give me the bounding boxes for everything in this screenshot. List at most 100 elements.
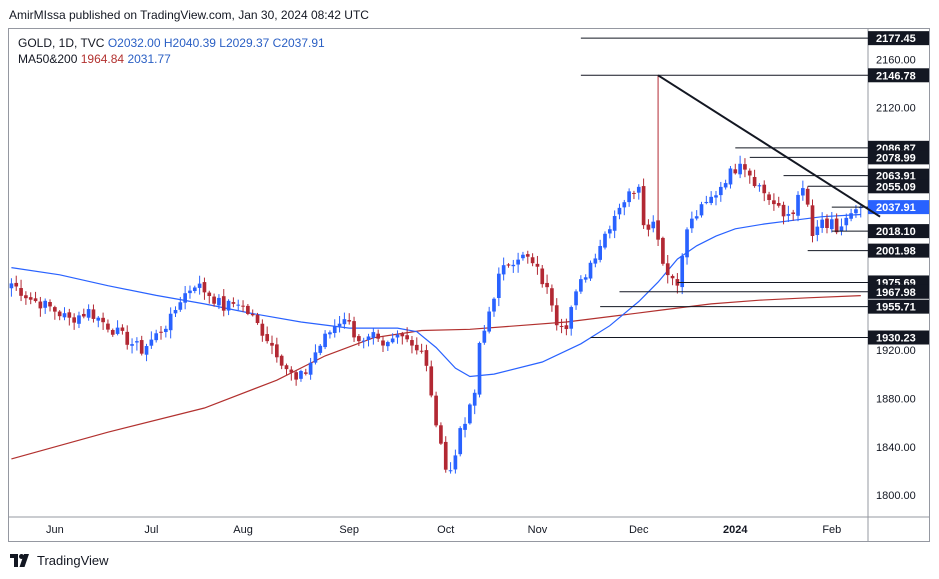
candle-body: [820, 219, 824, 228]
candle-body: [28, 297, 33, 300]
candle-body: [525, 254, 530, 257]
legend-symbol[interactable]: GOLD, 1D, TVC: [18, 36, 105, 50]
candle-body: [328, 332, 332, 335]
candle-body: [352, 321, 356, 338]
ma50-line: [11, 213, 861, 378]
candle-body: [762, 184, 767, 194]
candle-body: [260, 323, 265, 336]
candle-body: [390, 338, 395, 343]
candle-body: [743, 164, 747, 170]
candle-body: [279, 355, 284, 366]
candle-body: [110, 329, 115, 335]
candle-body: [212, 296, 216, 304]
candle-body: [332, 326, 337, 334]
tradingview-logo[interactable]: TradingView: [10, 553, 109, 568]
candle-body: [598, 246, 602, 260]
candle-body: [318, 345, 323, 353]
candle-body: [265, 334, 270, 342]
candle-body: [458, 428, 463, 455]
level-price-tag: [868, 330, 929, 345]
legend-open: O2032.00: [107, 36, 161, 50]
candle-body: [569, 307, 574, 329]
candle-body: [385, 342, 390, 347]
candle-body: [714, 195, 718, 198]
candle-body: [24, 295, 28, 299]
candle-body: [801, 188, 805, 196]
candle-body: [607, 229, 612, 234]
candle-body: [217, 297, 221, 306]
candle-body: [168, 313, 173, 331]
candle-body: [77, 315, 81, 324]
candle-body: [661, 237, 665, 264]
candle-body: [313, 352, 318, 363]
candle-body: [622, 202, 627, 208]
time-tick-label: Jul: [144, 524, 158, 536]
legend-ma-row: MA50&200 1964.84 2031.77: [18, 52, 325, 68]
candle-body: [149, 339, 154, 346]
candle-body: [834, 218, 839, 233]
candle-body: [641, 186, 646, 226]
candle-body: [381, 340, 385, 346]
candle-body: [96, 317, 101, 321]
candle-body: [9, 283, 14, 289]
candle-body: [159, 331, 163, 333]
candle-body: [453, 455, 458, 470]
candle-body: [844, 217, 849, 226]
candle-body: [482, 330, 487, 343]
candle-body: [236, 304, 241, 306]
candle-body: [550, 288, 554, 306]
candle-body: [38, 301, 43, 309]
level-price-label: 1955.71: [876, 302, 916, 314]
candle-body: [636, 186, 641, 193]
candle-body: [723, 183, 728, 188]
candle-body: [463, 423, 467, 430]
candle-body: [752, 176, 757, 187]
level-price-tag: [868, 224, 929, 239]
ma200-line: [11, 295, 861, 460]
candle-body: [43, 300, 48, 308]
candle-body: [434, 395, 438, 426]
candle-body: [554, 305, 559, 326]
candle-body: [139, 340, 144, 354]
candle-body: [414, 344, 419, 351]
candle-body: [767, 194, 771, 201]
candle-body: [603, 233, 607, 248]
candle-body: [530, 257, 535, 264]
candle-body: [472, 392, 477, 406]
candle-body: [294, 372, 298, 380]
time-tick-label: Jun: [46, 524, 64, 536]
candle-body: [342, 319, 347, 325]
candle-body: [347, 320, 352, 322]
legend-high: H2040.39: [163, 36, 216, 50]
candle-body: [477, 342, 482, 395]
legend-ma50-value: 1964.84: [80, 52, 125, 66]
candle-body: [506, 264, 511, 266]
candle-body: [164, 328, 168, 333]
candle-body: [67, 312, 72, 318]
candle-body: [72, 317, 76, 323]
chart-frame[interactable]: [8, 28, 930, 542]
trendline: [657, 74, 881, 218]
candle-body: [429, 366, 434, 396]
candle-body: [173, 309, 178, 314]
candle-body: [14, 282, 19, 287]
price-tick-label: 2160.00: [876, 54, 916, 66]
candle-body: [376, 333, 381, 339]
candle-body: [183, 293, 187, 303]
level-price-label: 2146.78: [876, 70, 916, 82]
time-tick-label: Aug: [233, 524, 253, 536]
candle-body: [588, 262, 593, 279]
time-tick-label: Sep: [339, 524, 359, 536]
candle-body: [496, 273, 501, 298]
candle-body: [120, 327, 125, 331]
time-tick-label: Oct: [437, 524, 454, 536]
candle-body: [275, 344, 279, 358]
candle-body: [796, 194, 800, 216]
legend-close: C2037.91: [272, 36, 325, 50]
candle-body: [704, 201, 709, 204]
candle-body: [574, 291, 578, 306]
level-price-tag: [868, 284, 929, 299]
legend-ma-label[interactable]: MA50&200: [18, 52, 78, 66]
candle-body: [303, 372, 308, 374]
